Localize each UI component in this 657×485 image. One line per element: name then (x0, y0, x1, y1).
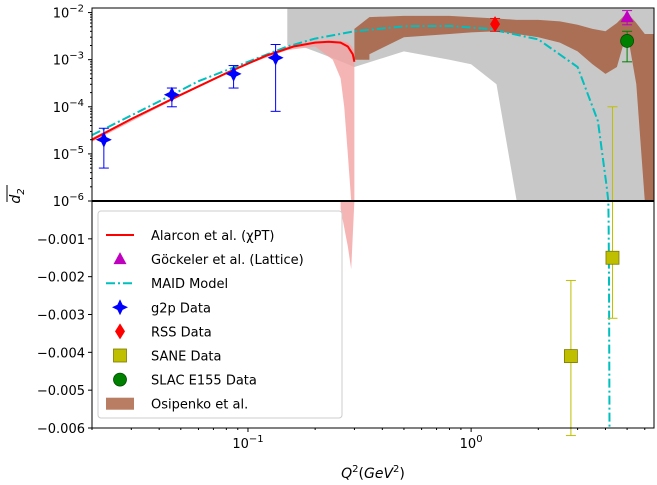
plot-frame (91, 7, 655, 429)
legend-entry-sane: SANE Data (113, 348, 222, 365)
legend-swatch (113, 372, 127, 387)
legend-label: Osipenko et al. (151, 398, 248, 413)
legend-swatch (115, 323, 125, 340)
y-tick-label: −0.002 (37, 271, 85, 286)
legend-entry-rss: RSS Data (115, 323, 212, 340)
legend-label: Alarcon et al. (χPT) (151, 229, 275, 244)
slac-data-point (620, 34, 634, 48)
sane-data-point (605, 250, 620, 265)
y-tick-label: 10−4 (53, 98, 84, 116)
y-tick-label: 10−2 (53, 4, 84, 22)
legend-entry-g2p: g2p Data (112, 299, 211, 316)
maid-curve (92, 24, 611, 428)
alarcon-band (92, 40, 355, 201)
legend-entry-slac: SLAC E155 Data (113, 372, 257, 389)
y-tick-label: 10−5 (53, 145, 84, 163)
legend-box (97, 210, 343, 419)
y-axis-label: d2 (6, 185, 27, 204)
rss-data-point (490, 16, 501, 33)
sane-data-point (564, 349, 578, 364)
y-tick-label: −0.003 (37, 309, 85, 324)
y-tick-label: −0.001 (37, 233, 85, 248)
x-axis-label: Q2(GeV2) (341, 464, 405, 482)
y-tick-label: −0.004 (37, 346, 85, 361)
legend-entry-osipenko: Osipenko et al. (106, 397, 248, 413)
legend: Alarcon et al. (χPT) Göckeler et al. (Lat… (97, 210, 343, 419)
axes-layer: 10−6 10−5 10−4 10−3 10−2 −0.001 −0.002 −0.003 −0… (6, 4, 655, 482)
y-axis-label-text: d2 (8, 188, 27, 203)
legend-entry-maid: MAID Model (106, 277, 228, 292)
y-tick-label: −0.005 (37, 384, 85, 399)
g2p-data-point (163, 86, 180, 103)
y-tick-label: 10−3 (53, 51, 84, 69)
x-tick-label: 100 (460, 434, 483, 452)
legend-label: MAID Model (151, 277, 228, 292)
data-points-layer (95, 10, 634, 437)
y-tick-label: 10−6 (53, 192, 84, 210)
legend-entry-alarcon: Alarcon et al. (χPT) (106, 229, 275, 244)
legend-swatch (113, 252, 127, 265)
legend-swatch (112, 299, 128, 316)
y-tick-label: −0.006 (37, 422, 85, 437)
alarcon-curve (92, 40, 356, 141)
alarcon-band-tail (340, 201, 355, 270)
g2p-data-point (225, 65, 242, 82)
legend-label: RSS Data (151, 325, 212, 340)
g2p-data-point (95, 131, 112, 148)
gockeler-data-point (620, 10, 634, 23)
legend-label: g2p Data (151, 301, 211, 316)
x-tick-label: 10−1 (232, 434, 263, 452)
legend-entry-gockeler: Göckeler et al. (Lattice) (113, 252, 304, 268)
legend-label: Göckeler et al. (Lattice) (151, 253, 304, 268)
legend-label: SANE Data (151, 350, 222, 365)
legend-label: SLAC E155 Data (151, 374, 257, 389)
legend-swatch (106, 397, 134, 410)
legend-swatch (113, 348, 127, 363)
g2p-data-point (267, 49, 284, 66)
